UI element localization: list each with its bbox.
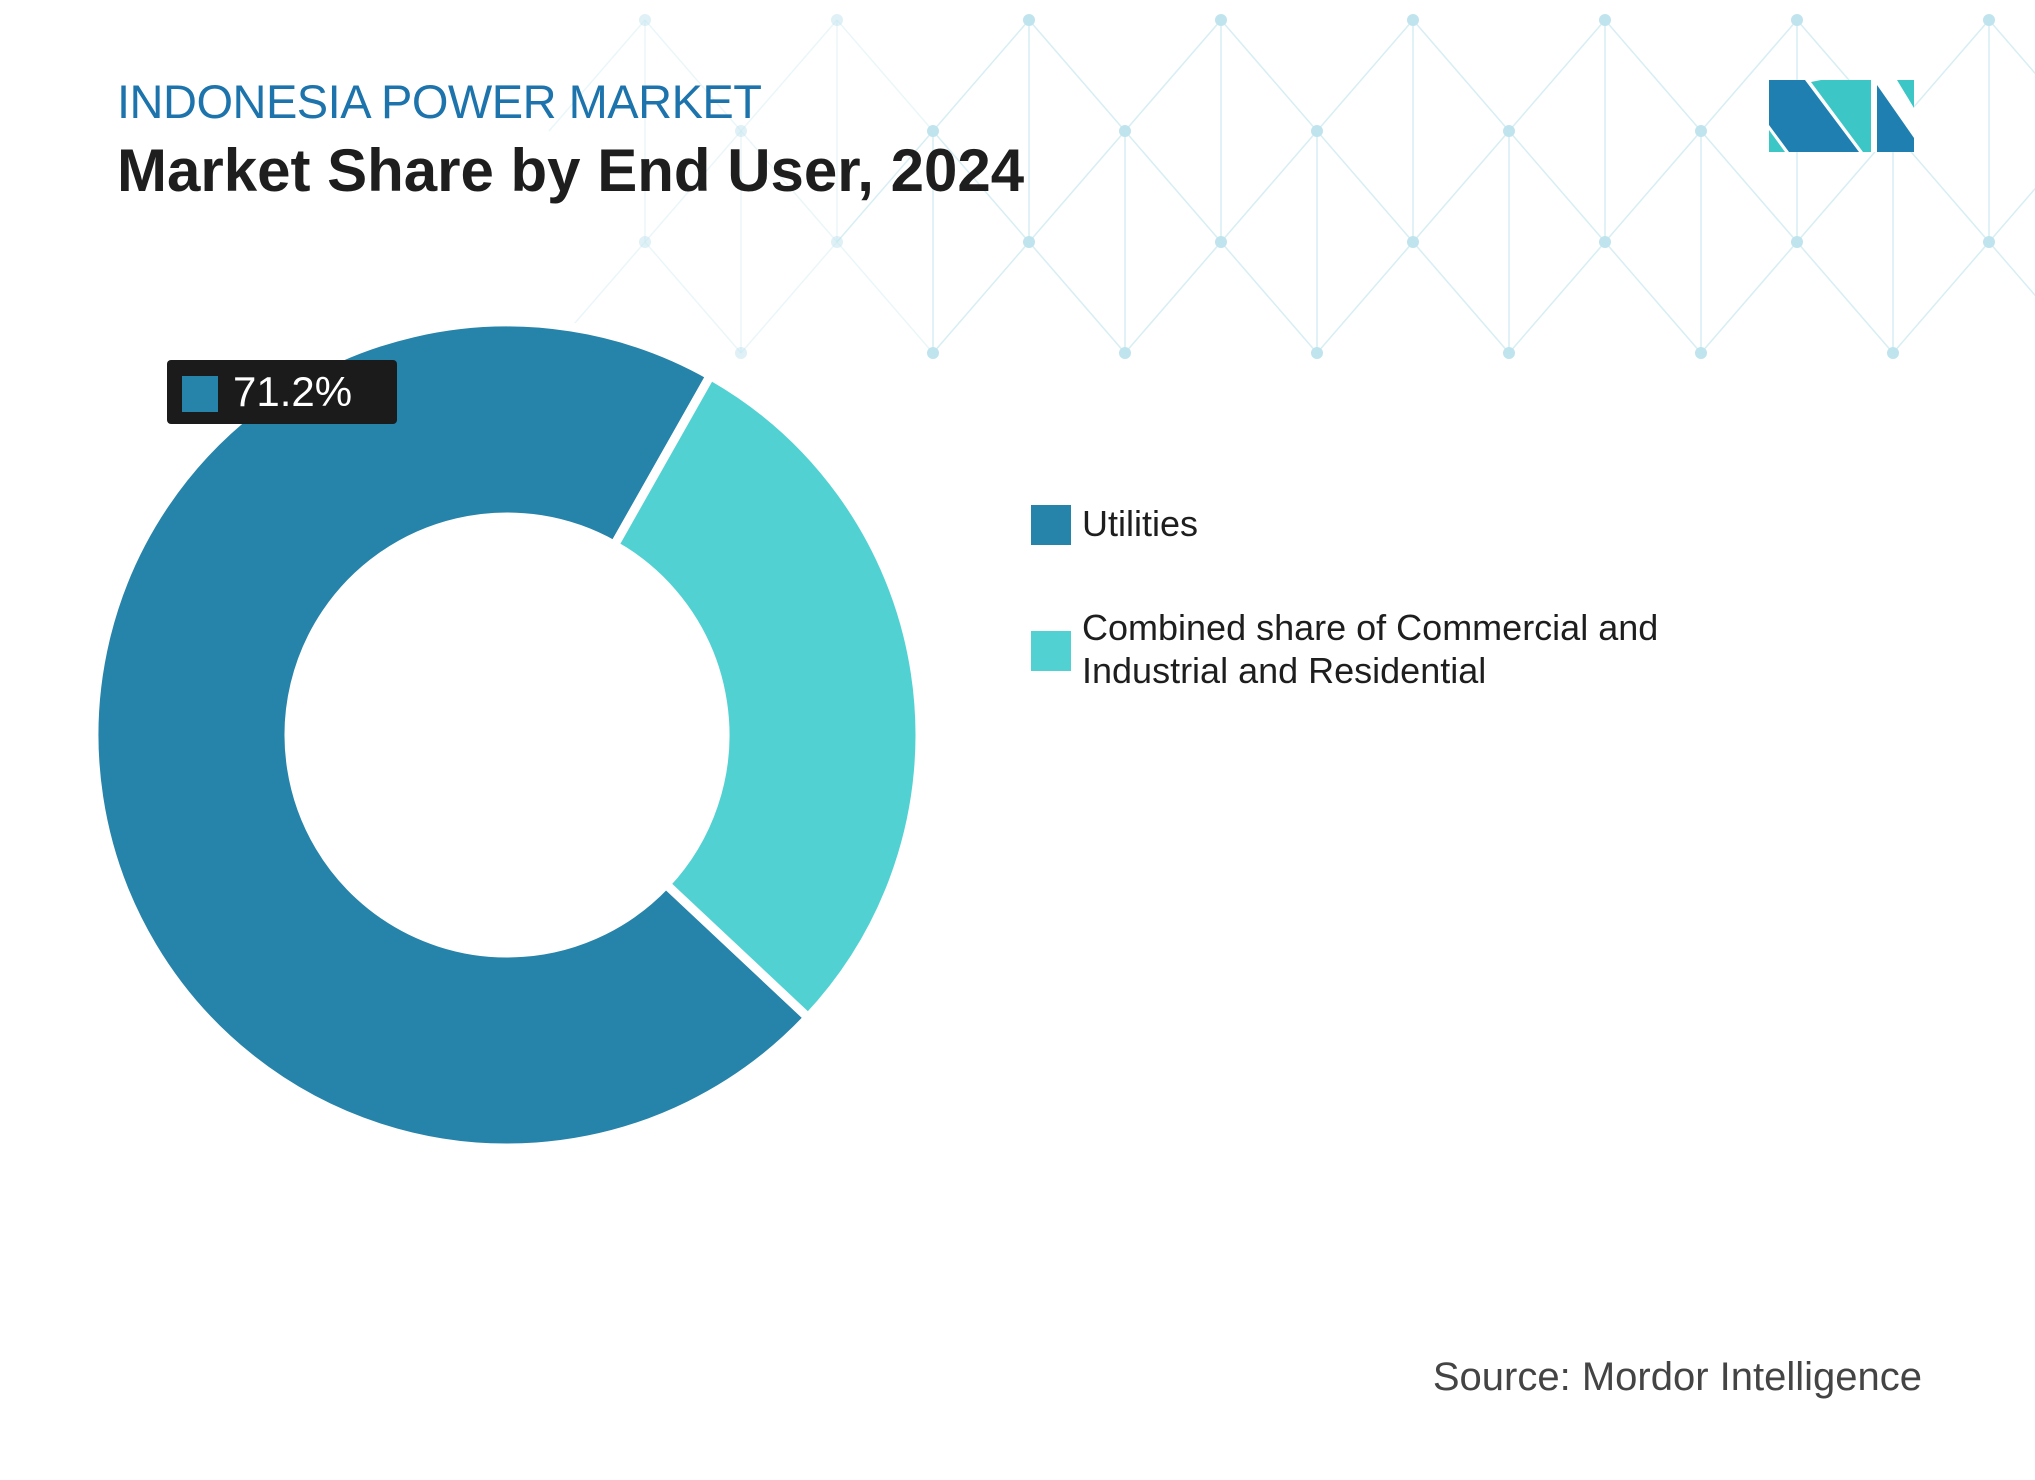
- pattern-line: [740, 130, 838, 243]
- pattern-dot: [1983, 14, 1995, 26]
- pattern-line: [1700, 130, 1798, 243]
- pattern-dot: [1503, 347, 1515, 359]
- pattern-line: [1028, 130, 1126, 243]
- pattern-line: [1412, 19, 1510, 132]
- pattern-line: [932, 241, 1030, 354]
- pattern-line: [1124, 19, 1222, 132]
- pattern-line: [836, 241, 934, 354]
- pattern-line: [1220, 130, 1318, 243]
- pattern-line: [548, 19, 646, 132]
- legend-label: Combined share of Commercial and Industr…: [1082, 607, 1659, 691]
- pattern-dot: [735, 347, 747, 359]
- pattern-dot: [831, 236, 843, 248]
- pattern-line: [1700, 19, 1798, 132]
- pattern-dot: [1791, 236, 1803, 248]
- pattern-dot: [1887, 347, 1899, 359]
- pattern-dot: [1695, 125, 1707, 137]
- pattern-dot: [735, 125, 747, 137]
- pattern-line: [644, 19, 742, 132]
- pattern-line: [1028, 241, 1126, 354]
- donut-slice-utilities[interactable]: [89, 317, 815, 1153]
- pattern-line: [1220, 19, 1318, 132]
- pattern-dot: [1407, 14, 1419, 26]
- pattern-line: [1316, 19, 1414, 132]
- pattern-line: [1892, 241, 1990, 354]
- pattern-line: [1508, 130, 1606, 243]
- pattern-line: [836, 130, 934, 243]
- pattern-line: [1988, 187, 2035, 243]
- data-label-text: 71.2%: [233, 368, 353, 415]
- chart-supertitle: INDONESIA POWER MARKET: [117, 75, 762, 128]
- legend-swatch: [1031, 505, 1071, 545]
- pattern-line: [1700, 241, 1798, 354]
- pattern-line: [1028, 19, 1126, 132]
- pattern-dot: [1407, 236, 1419, 248]
- pattern-line: [1220, 241, 1318, 354]
- pattern-line: [644, 130, 742, 243]
- pattern-dot: [1215, 236, 1227, 248]
- pattern-dot: [1023, 14, 1035, 26]
- pattern-line: [1604, 19, 1702, 132]
- pattern-line: [1316, 130, 1414, 243]
- donut-slice-combined[interactable]: [608, 369, 925, 1024]
- pattern-line: [1412, 130, 1510, 243]
- data-label-swatch: [182, 376, 218, 412]
- pattern-line: [1316, 241, 1414, 354]
- pattern-dot: [639, 236, 651, 248]
- legend-swatch: [1031, 631, 1071, 671]
- pattern-dot: [1215, 14, 1227, 26]
- pattern-line: [1124, 130, 1222, 243]
- chart-title: Market Share by End User, 2024: [117, 137, 1025, 204]
- pattern-dot: [1695, 347, 1707, 359]
- pattern-dot: [1311, 125, 1323, 137]
- pattern-line: [1508, 19, 1606, 132]
- data-label-utilities: 71.2%: [167, 360, 397, 424]
- pattern-dot: [1023, 236, 1035, 248]
- pattern-line: [836, 19, 934, 132]
- pattern-line: [1988, 241, 2035, 297]
- pattern-line: [1124, 241, 1222, 354]
- pattern-dot: [639, 14, 651, 26]
- legend-item-utilities[interactable]: Utilities: [1031, 503, 1722, 545]
- pattern-dot: [1311, 347, 1323, 359]
- pattern-line: [740, 241, 838, 354]
- source-note: Source: Mordor Intelligence: [1432, 1355, 1922, 1399]
- pattern-dot: [1791, 14, 1803, 26]
- pattern-line: [932, 130, 1030, 243]
- pattern-line: [1412, 241, 1510, 354]
- pattern-dot: [1503, 125, 1515, 137]
- legend-item-combined[interactable]: Combined share of Commercial and Industr…: [1031, 606, 1722, 692]
- pattern-line: [1988, 19, 2035, 75]
- pattern-line: [1796, 241, 1894, 354]
- pattern-dot: [1983, 236, 1995, 248]
- pattern-dot: [927, 125, 939, 137]
- legend-label: Utilities: [1082, 503, 1199, 544]
- pattern-line: [644, 241, 742, 354]
- mordor-intelligence-logo: [1769, 80, 1914, 152]
- pattern-dot: [927, 347, 939, 359]
- pattern-line: [1604, 241, 1702, 354]
- pattern-dot: [1119, 347, 1131, 359]
- pattern-dot: [831, 14, 843, 26]
- pattern-line: [1604, 130, 1702, 243]
- pattern-dot: [1119, 125, 1131, 137]
- pattern-dot: [1599, 236, 1611, 248]
- pattern-dot: [1599, 14, 1611, 26]
- pattern-line: [932, 19, 1030, 132]
- pattern-line: [1508, 241, 1606, 354]
- pattern-line: [740, 19, 838, 132]
